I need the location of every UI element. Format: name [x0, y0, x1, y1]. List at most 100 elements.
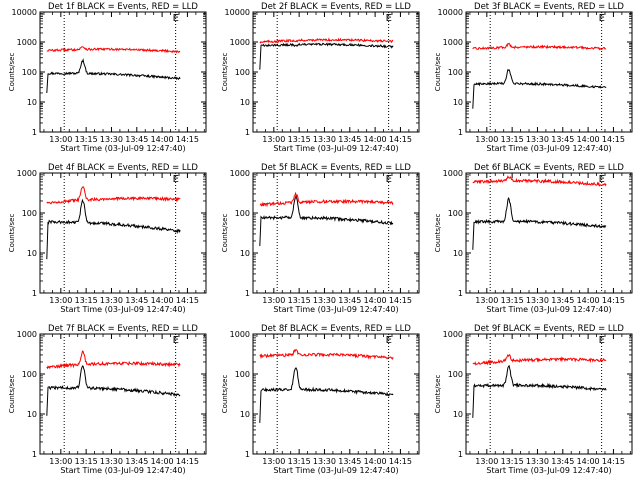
x-tick-label: 13:15 [75, 457, 98, 466]
x-tick-label: 14:15 [389, 457, 412, 466]
x-tick-label: 13:45 [338, 296, 361, 305]
x-tick-label: 13:45 [551, 457, 574, 466]
x-tick-label: 13:15 [288, 457, 311, 466]
x-tick-label: 14:00 [151, 296, 174, 305]
y-axis-label: Counts/sec [221, 53, 229, 92]
series-black-line [472, 364, 607, 418]
y-tick-label: 1 [458, 128, 463, 137]
series-red-line [46, 186, 181, 205]
y-tick-label: 1000 [230, 169, 250, 178]
panel-title: Det 9f BLACK = Events, RED = LLD [474, 324, 624, 334]
x-tick-label: 13:45 [125, 135, 148, 144]
series-red-line [46, 46, 181, 54]
series-red-line [472, 42, 607, 51]
series-black-line [472, 68, 607, 109]
x-tick-label: 13:15 [75, 135, 98, 144]
y-tick-label: 10 [240, 98, 250, 107]
x-tick-label: 13:15 [501, 135, 524, 144]
x-axis-label: Start Time (03-Jul-09 12:47:40) [60, 466, 185, 475]
x-tick-label: 13:15 [288, 296, 311, 305]
y-tick-label: 100 [448, 370, 463, 379]
x-tick-label: 13:00 [475, 135, 498, 144]
x-tick-label: 13:30 [313, 135, 336, 144]
series-red-line [472, 175, 607, 187]
y-tick-label: 100 [448, 209, 463, 218]
panel-title: Det 7f BLACK = Events, RED = LLD [48, 324, 198, 334]
plot-frame [252, 333, 420, 455]
x-tick-label: 13:45 [551, 296, 574, 305]
x-tick-label: 13:45 [338, 135, 361, 144]
x-tick-label: 13:30 [100, 296, 123, 305]
panel-5: 1 10 100 1000 13:00 13:15 13:30 13:45 14:00 14:15… [221, 163, 420, 314]
y-tick-label: 1000 [230, 38, 250, 47]
panel-title: Det 5f BLACK = Events, RED = LLD [261, 163, 411, 173]
y-tick-label: 10 [453, 249, 463, 258]
y-axis-label: Counts/sec [221, 375, 229, 414]
y-tick-label: 10 [453, 98, 463, 107]
y-tick-label: 1000 [443, 169, 463, 178]
event-marker-glyph: E [173, 13, 179, 24]
y-tick-label: 1000 [17, 330, 37, 339]
x-tick-label: 13:30 [100, 135, 123, 144]
series-red-line [472, 353, 607, 366]
x-tick-label: 13:00 [475, 296, 498, 305]
x-tick-label: 14:00 [151, 457, 174, 466]
panel-title: Det 3f BLACK = Events, RED = LLD [474, 2, 624, 12]
y-axis-label: Counts/sec [434, 214, 442, 253]
y-tick-label: 100 [22, 370, 37, 379]
y-tick-label: 10 [240, 249, 250, 258]
y-axis-label: Counts/sec [8, 53, 16, 92]
y-tick-label: 10 [27, 410, 37, 419]
y-axis-label: Counts/sec [434, 375, 442, 414]
event-marker-glyph: E [386, 13, 392, 24]
y-tick-label: 1000 [17, 169, 37, 178]
panel-title: Det 1f BLACK = Events, RED = LLD [48, 2, 198, 12]
plot-frame [39, 333, 207, 455]
x-tick-label: 14:00 [577, 457, 600, 466]
y-axis-label: Counts/sec [8, 375, 16, 414]
plot-frame [465, 333, 633, 455]
panel-1: 1 10 100 1000 10000 13:00 13:15 13:30 13:45 14:00… [8, 2, 207, 153]
panel-7: 1 10 100 1000 13:00 13:15 13:30 13:45 14:00 14:15… [8, 324, 207, 475]
y-tick-label: 1 [245, 450, 250, 459]
x-axis-label: Start Time (03-Jul-09 12:47:40) [60, 144, 185, 153]
y-tick-label: 1000 [230, 330, 250, 339]
event-marker-glyph: E [599, 174, 605, 185]
panel-8: 1 10 100 1000 13:00 13:15 13:30 13:45 14:00 14:15… [221, 324, 420, 475]
y-tick-label: 100 [448, 68, 463, 77]
y-tick-label: 100 [22, 209, 37, 218]
x-tick-label: 14:15 [176, 457, 199, 466]
y-tick-label: 1000 [443, 38, 463, 47]
y-axis-label: Counts/sec [434, 53, 442, 92]
x-tick-label: 13:30 [313, 296, 336, 305]
x-tick-label: 13:45 [125, 457, 148, 466]
panel-9: 1 10 100 1000 13:00 13:15 13:30 13:45 14:00 14:15… [434, 324, 633, 475]
x-axis-label: Start Time (03-Jul-09 12:47:40) [273, 144, 398, 153]
series-red-line [259, 191, 394, 208]
y-tick-label: 1 [245, 289, 250, 298]
series-red-line [46, 350, 181, 370]
panel-title: Det 2f BLACK = Events, RED = LLD [261, 2, 411, 12]
y-axis-label: Counts/sec [221, 214, 229, 253]
panel-title: Det 6f BLACK = Events, RED = LLD [474, 163, 624, 173]
x-tick-label: 13:30 [313, 457, 336, 466]
y-tick-label: 10000 [225, 8, 250, 17]
x-tick-label: 13:00 [475, 457, 498, 466]
series-red-line [259, 349, 394, 360]
plot-frame [39, 11, 207, 133]
x-tick-label: 13:15 [501, 296, 524, 305]
x-tick-label: 13:30 [526, 135, 549, 144]
plot-frame [465, 172, 633, 294]
y-tick-label: 100 [235, 209, 250, 218]
y-tick-label: 1 [458, 289, 463, 298]
panel-3: 1 10 100 1000 10000 13:00 13:15 13:30 13:45 14:00… [434, 2, 633, 153]
x-tick-label: 13:30 [526, 457, 549, 466]
y-tick-label: 10000 [12, 8, 37, 17]
series-black-line [259, 367, 394, 423]
y-axis-label: Counts/sec [8, 214, 16, 253]
x-tick-label: 14:15 [176, 296, 199, 305]
y-tick-label: 10 [27, 249, 37, 258]
series-black-line [472, 196, 607, 250]
panel-6: 1 10 100 1000 13:00 13:15 13:30 13:45 14:00 14:15… [434, 163, 633, 314]
plot-frame [465, 11, 633, 133]
